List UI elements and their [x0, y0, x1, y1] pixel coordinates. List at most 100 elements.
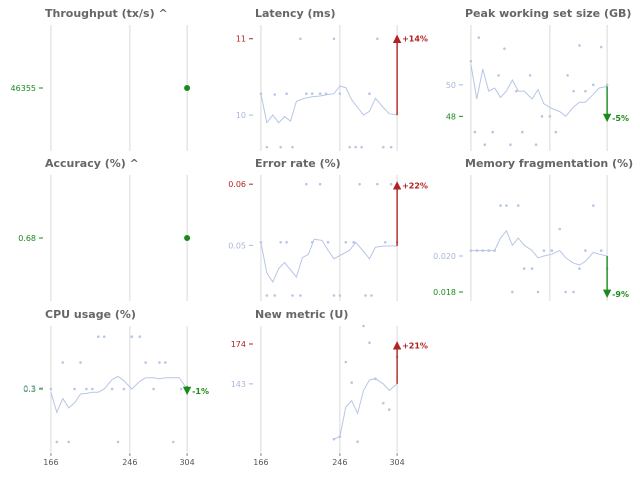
data-point — [511, 290, 514, 294]
data-point — [564, 290, 567, 294]
series-line — [470, 229, 608, 266]
data-point — [96, 335, 100, 339]
chart-memory-fragmentation: Memory fragmentation (%) 0.020 0.018 -9% — [433, 157, 633, 301]
data-point — [368, 92, 371, 96]
data-point — [49, 387, 53, 391]
data-point — [332, 37, 336, 41]
chart-title: New metric (U) — [255, 308, 348, 321]
data-point — [318, 92, 322, 96]
data-point — [85, 387, 88, 391]
data-point — [499, 204, 502, 207]
data-point — [566, 74, 569, 77]
y-tick-label: 10 — [236, 111, 246, 120]
data-point — [534, 143, 538, 146]
change-label: -1% — [192, 387, 209, 396]
y-tick-label: 50 — [446, 81, 456, 90]
data-point — [338, 92, 342, 96]
change-label: -9% — [612, 290, 629, 299]
chart-title: Accuracy (%) ^ — [45, 157, 139, 170]
change-label: +14% — [402, 35, 428, 44]
chart-throughput: Throughput (tx/s) ^ 46355 — [11, 7, 191, 151]
x-tick-label: 304 — [389, 458, 404, 467]
latest-point — [184, 85, 191, 91]
data-point — [273, 294, 277, 297]
data-point — [67, 440, 70, 444]
x-tick-label: 166 — [253, 458, 268, 467]
x-tick-label: 246 — [332, 458, 347, 467]
data-point — [362, 324, 365, 328]
data-point — [144, 361, 147, 364]
y-tick-label: 48 — [446, 112, 456, 121]
data-point — [536, 290, 540, 294]
data-point — [473, 130, 477, 134]
data-point — [259, 240, 263, 244]
chart-title: Memory fragmentation (%) — [465, 157, 633, 170]
data-point — [73, 387, 76, 391]
data-point — [164, 361, 167, 364]
data-point — [389, 182, 393, 186]
chart-error-rate: Error rate (%) 0.06 0.05 +22% — [228, 157, 428, 301]
series-line — [333, 378, 398, 440]
y-tick-label: 0.05 — [228, 241, 246, 250]
data-point — [79, 361, 82, 364]
data-point — [509, 143, 512, 146]
data-point — [279, 145, 282, 149]
data-point — [299, 37, 302, 41]
data-point — [520, 130, 524, 134]
data-point — [376, 182, 379, 186]
data-point — [558, 227, 562, 231]
data-point — [578, 44, 581, 47]
y-tick-label: 46355 — [11, 84, 36, 93]
data-point — [497, 74, 500, 77]
data-point — [122, 387, 126, 391]
data-point — [130, 335, 134, 339]
data-point — [91, 387, 94, 391]
data-point — [116, 440, 120, 444]
x-tick-label: 166 — [43, 458, 58, 467]
data-point — [110, 387, 114, 391]
data-point — [138, 335, 142, 339]
data-point — [381, 401, 385, 405]
data-point — [273, 93, 277, 96]
chart-title: Throughput (tx/s) ^ — [45, 7, 168, 20]
change-label: +21% — [402, 341, 428, 350]
data-point — [338, 294, 342, 297]
data-point — [152, 387, 155, 391]
data-point — [591, 204, 595, 207]
data-point — [578, 267, 581, 270]
data-point — [605, 83, 609, 87]
data-point — [305, 92, 308, 96]
data-point — [540, 115, 544, 118]
data-point — [522, 267, 526, 270]
chart-title: Peak working set size (GB) — [465, 7, 631, 20]
x-tick-label: 304 — [179, 458, 194, 467]
y-tick-label: 0.020 — [433, 252, 456, 261]
data-point — [503, 47, 506, 50]
data-point — [305, 182, 308, 186]
data-point — [548, 115, 552, 118]
data-point — [381, 145, 385, 149]
chart-title: CPU usage (%) — [45, 308, 136, 321]
chart-title: Error rate (%) — [255, 157, 341, 170]
change-label: +22% — [402, 181, 428, 190]
data-point — [348, 145, 352, 149]
series-line — [260, 85, 398, 124]
data-point — [291, 294, 294, 297]
data-point — [591, 83, 595, 87]
series-line — [260, 238, 398, 284]
data-point — [332, 294, 336, 297]
data-point — [368, 341, 371, 345]
y-tick-label: 174 — [231, 340, 246, 349]
data-point — [360, 145, 363, 149]
series-line — [50, 375, 188, 414]
data-point — [542, 249, 546, 252]
data-point — [530, 267, 534, 270]
data-point — [285, 92, 288, 96]
data-point — [599, 45, 603, 49]
data-point — [483, 143, 487, 146]
data-point — [550, 249, 554, 252]
data-point — [265, 145, 269, 149]
chart-title: Latency (ms) — [255, 7, 336, 20]
data-point — [326, 240, 330, 244]
